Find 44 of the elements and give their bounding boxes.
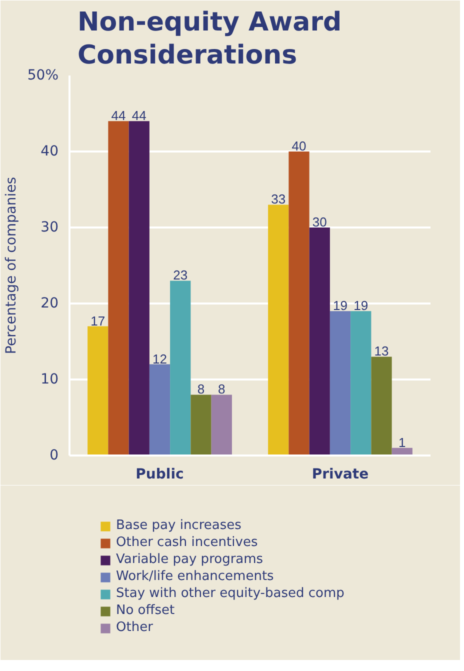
legend-label: Stay with other equity-based comp xyxy=(116,586,344,601)
data-label: 30 xyxy=(312,214,327,230)
data-label: 19 xyxy=(354,298,368,314)
legend-label: No offset xyxy=(116,603,175,618)
data-label: 8 xyxy=(218,382,226,397)
data-label: 23 xyxy=(173,268,188,283)
y-axis-title: Percentage of companies xyxy=(3,176,20,354)
legend-label: Base pay increases xyxy=(116,518,242,533)
data-label: 44 xyxy=(111,108,126,124)
legend-label: Other cash incentives xyxy=(116,535,258,550)
bar xyxy=(108,121,129,456)
bar xyxy=(309,228,330,456)
bar xyxy=(288,152,310,456)
y-tick-label: 10 xyxy=(40,372,59,388)
data-label: 19 xyxy=(333,298,348,314)
legend-label: Variable pay programs xyxy=(116,552,264,567)
x-tick-label: Private xyxy=(312,466,369,482)
y-tick-label: 50% xyxy=(27,68,59,84)
bar xyxy=(128,121,150,456)
data-label: 13 xyxy=(374,344,389,359)
data-label: 33 xyxy=(271,192,286,207)
y-tick-label: 0 xyxy=(50,448,59,464)
data-label: 8 xyxy=(197,382,205,397)
y-tick-label: 40 xyxy=(40,144,59,160)
data-label: 12 xyxy=(152,351,167,366)
bar xyxy=(88,326,108,456)
bar xyxy=(330,311,351,456)
legend-label: Work/life enhancements xyxy=(116,569,274,584)
bar xyxy=(149,364,170,456)
data-label: 1 xyxy=(398,434,406,450)
bar xyxy=(211,394,232,456)
data-label: 40 xyxy=(292,138,306,154)
bar xyxy=(170,280,191,456)
data-label: 17 xyxy=(90,313,106,328)
chart-title: Non-equity Award Considerations xyxy=(78,8,342,70)
bar xyxy=(350,311,372,456)
y-tick-label: 30 xyxy=(40,220,59,236)
x-tick-label: Public xyxy=(136,466,184,482)
y-tick-label: 20 xyxy=(40,296,59,312)
bar xyxy=(190,394,212,456)
bar xyxy=(268,204,289,456)
data-label: 44 xyxy=(132,108,146,124)
bar xyxy=(371,356,392,456)
legend-label: Other xyxy=(116,620,153,635)
